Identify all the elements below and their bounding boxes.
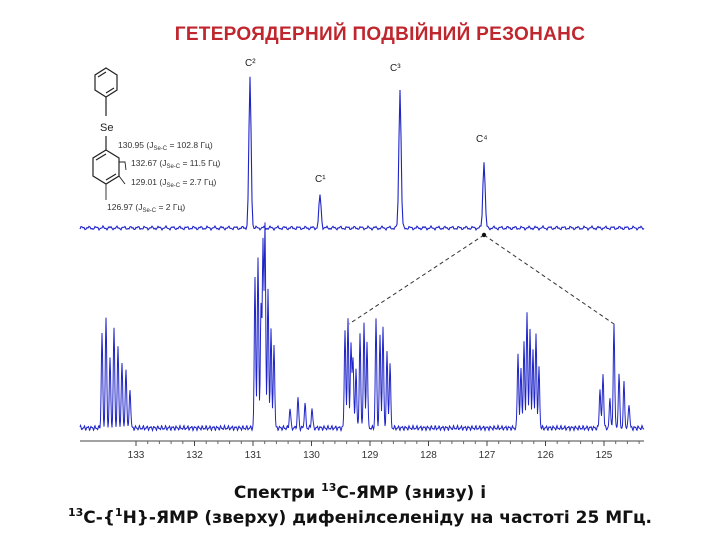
assignment-1: 130.95 (JSe-C = 102.8 Гц) [118,140,213,152]
x-tick-label: 131 [245,450,262,461]
peak-label-c2: C² [245,58,256,69]
x-tick-label: 132 [186,450,203,461]
assignment-list: 130.95 (JSe-C = 102.8 Гц) 132.67 (JSe-C … [107,140,221,214]
figure-caption-line1: Спектри 13С-ЯМР (знизу) і [233,481,487,503]
x-tick-label: 125 [596,450,613,461]
zoom-guide [348,234,615,325]
x-axis-ticks: 133 132 131 130 129 128 127 126 125 [128,441,640,461]
phenyl-ring-bottom [92,149,120,185]
diphenylselenide-structure [92,67,127,200]
assignment-4: 126.97 (JSe-C = 2 Гц) [107,202,185,214]
x-tick-label: 126 [537,450,554,461]
x-tick-label: 130 [303,450,320,461]
assignment-2: 132.67 (JSe-C = 11.5 Гц) [131,158,221,170]
peak-label-c1: C¹ [315,174,326,185]
decoupled-spectrum-trace [79,76,645,232]
x-tick-label: 133 [128,450,145,461]
figure-caption-line2: 13С-{1Н}-ЯМР (зверху) дифенілселеніду на… [67,506,653,528]
x-tick-label: 127 [479,450,496,461]
x-tick-label: 129 [362,450,379,461]
x-tick-label: 128 [420,450,437,461]
peak-label-c3: C³ [390,63,401,74]
coupled-spectrum-trace [79,222,645,433]
peak-label-c4: C⁴ [476,134,488,145]
selenium-label: Se [100,122,113,134]
peak-labels: C² C³ C¹ C⁴ [245,58,488,185]
assignment-3: 129.01 (JSe-C = 2.7 Гц) [131,177,216,189]
zoom-origin-dot [481,232,487,238]
nmr-figure: Se 130.95 (JSe-C = 102.8 Гц) 132.67 (JSe… [79,58,645,461]
slide-title: ГЕТЕРОЯДЕРНИЙ ПОДВІЙНИЙ РЕЗОНАНС [174,24,586,45]
